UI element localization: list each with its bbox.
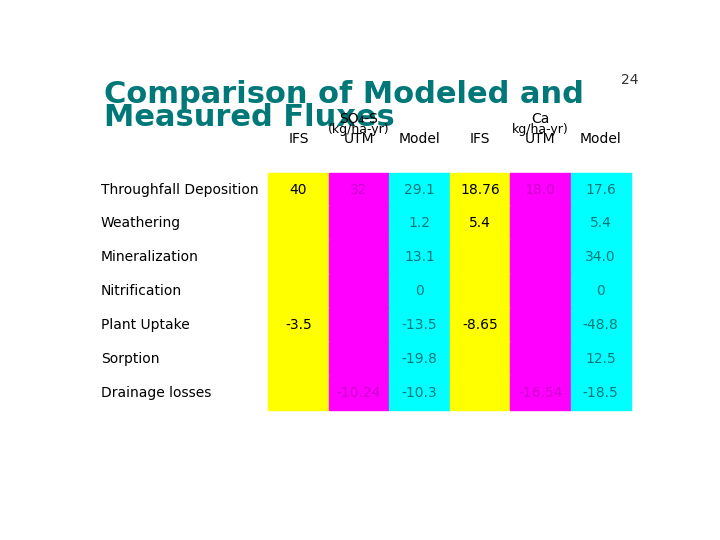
Bar [269,274,329,308]
Text: 29.1: 29.1 [404,183,435,197]
Text: Throughfall Deposition: Throughfall Deposition [101,183,258,197]
Bar [570,274,631,308]
Text: Mineralization: Mineralization [101,251,199,264]
Bar [329,376,389,410]
Text: 1.2: 1.2 [408,217,431,231]
Bar [329,274,389,308]
Bar [510,206,570,240]
Bar [570,376,631,410]
Text: 34.0: 34.0 [585,251,616,264]
Text: Sorption: Sorption [101,352,159,366]
Bar [329,240,389,274]
Bar [510,274,570,308]
Bar [389,274,449,308]
Bar [449,206,510,240]
Text: 18.76: 18.76 [460,183,500,197]
Text: 0: 0 [415,284,424,298]
Text: 13.1: 13.1 [404,251,435,264]
Bar [510,342,570,376]
Bar [389,308,449,342]
Text: 5.4: 5.4 [590,217,612,231]
Text: IFS: IFS [288,132,309,146]
Text: Ca: Ca [531,112,549,126]
Bar [510,173,570,206]
Bar [449,308,510,342]
Text: Model: Model [398,132,440,146]
Text: UTM: UTM [343,132,374,146]
Bar [570,173,631,206]
Text: Nitrification: Nitrification [101,284,182,298]
Text: -10.24: -10.24 [337,386,381,400]
Text: -10.3: -10.3 [402,386,437,400]
Text: -3.5: -3.5 [285,318,312,332]
Text: Comparison of Modeled and: Comparison of Modeled and [104,80,584,109]
Text: 24: 24 [621,72,639,86]
Bar [570,240,631,274]
Bar [389,342,449,376]
Text: Plant Uptake: Plant Uptake [101,318,189,332]
Bar [269,376,329,410]
Bar [269,308,329,342]
Text: 40: 40 [289,183,307,197]
Text: Weathering: Weathering [101,217,181,231]
Text: -19.8: -19.8 [402,352,437,366]
Text: SO₄-S: SO₄-S [340,112,379,126]
Bar [269,342,329,376]
Bar [570,342,631,376]
Text: 12.5: 12.5 [585,352,616,366]
Text: Model: Model [580,132,621,146]
Text: -16.54: -16.54 [518,386,562,400]
Bar [389,206,449,240]
Text: 0: 0 [596,284,605,298]
Bar [329,206,389,240]
Bar [570,308,631,342]
Text: -13.5: -13.5 [402,318,437,332]
Text: 18.0: 18.0 [525,183,556,197]
Text: (kg/ha-yr): (kg/ha-yr) [328,124,390,137]
Text: UTM: UTM [525,132,556,146]
Text: 32: 32 [350,183,368,197]
Bar [389,173,449,206]
Text: 17.6: 17.6 [585,183,616,197]
Text: IFS: IFS [469,132,490,146]
Text: Drainage losses: Drainage losses [101,386,211,400]
Bar [329,342,389,376]
Bar [510,376,570,410]
Bar [389,376,449,410]
Bar [269,240,329,274]
Bar [269,173,329,206]
Text: -8.65: -8.65 [462,318,498,332]
Text: -18.5: -18.5 [583,386,618,400]
Text: Measured Fluxes: Measured Fluxes [104,103,395,132]
Bar [269,206,329,240]
Text: -48.8: -48.8 [583,318,618,332]
Bar [449,376,510,410]
Text: kg/ha-yr): kg/ha-yr) [512,124,569,137]
Bar [329,308,389,342]
Bar [449,274,510,308]
Bar [329,173,389,206]
Bar [449,173,510,206]
Bar [449,240,510,274]
Bar [570,206,631,240]
Bar [449,342,510,376]
Bar [389,240,449,274]
Text: 5.4: 5.4 [469,217,491,231]
Bar [510,308,570,342]
Bar [510,240,570,274]
